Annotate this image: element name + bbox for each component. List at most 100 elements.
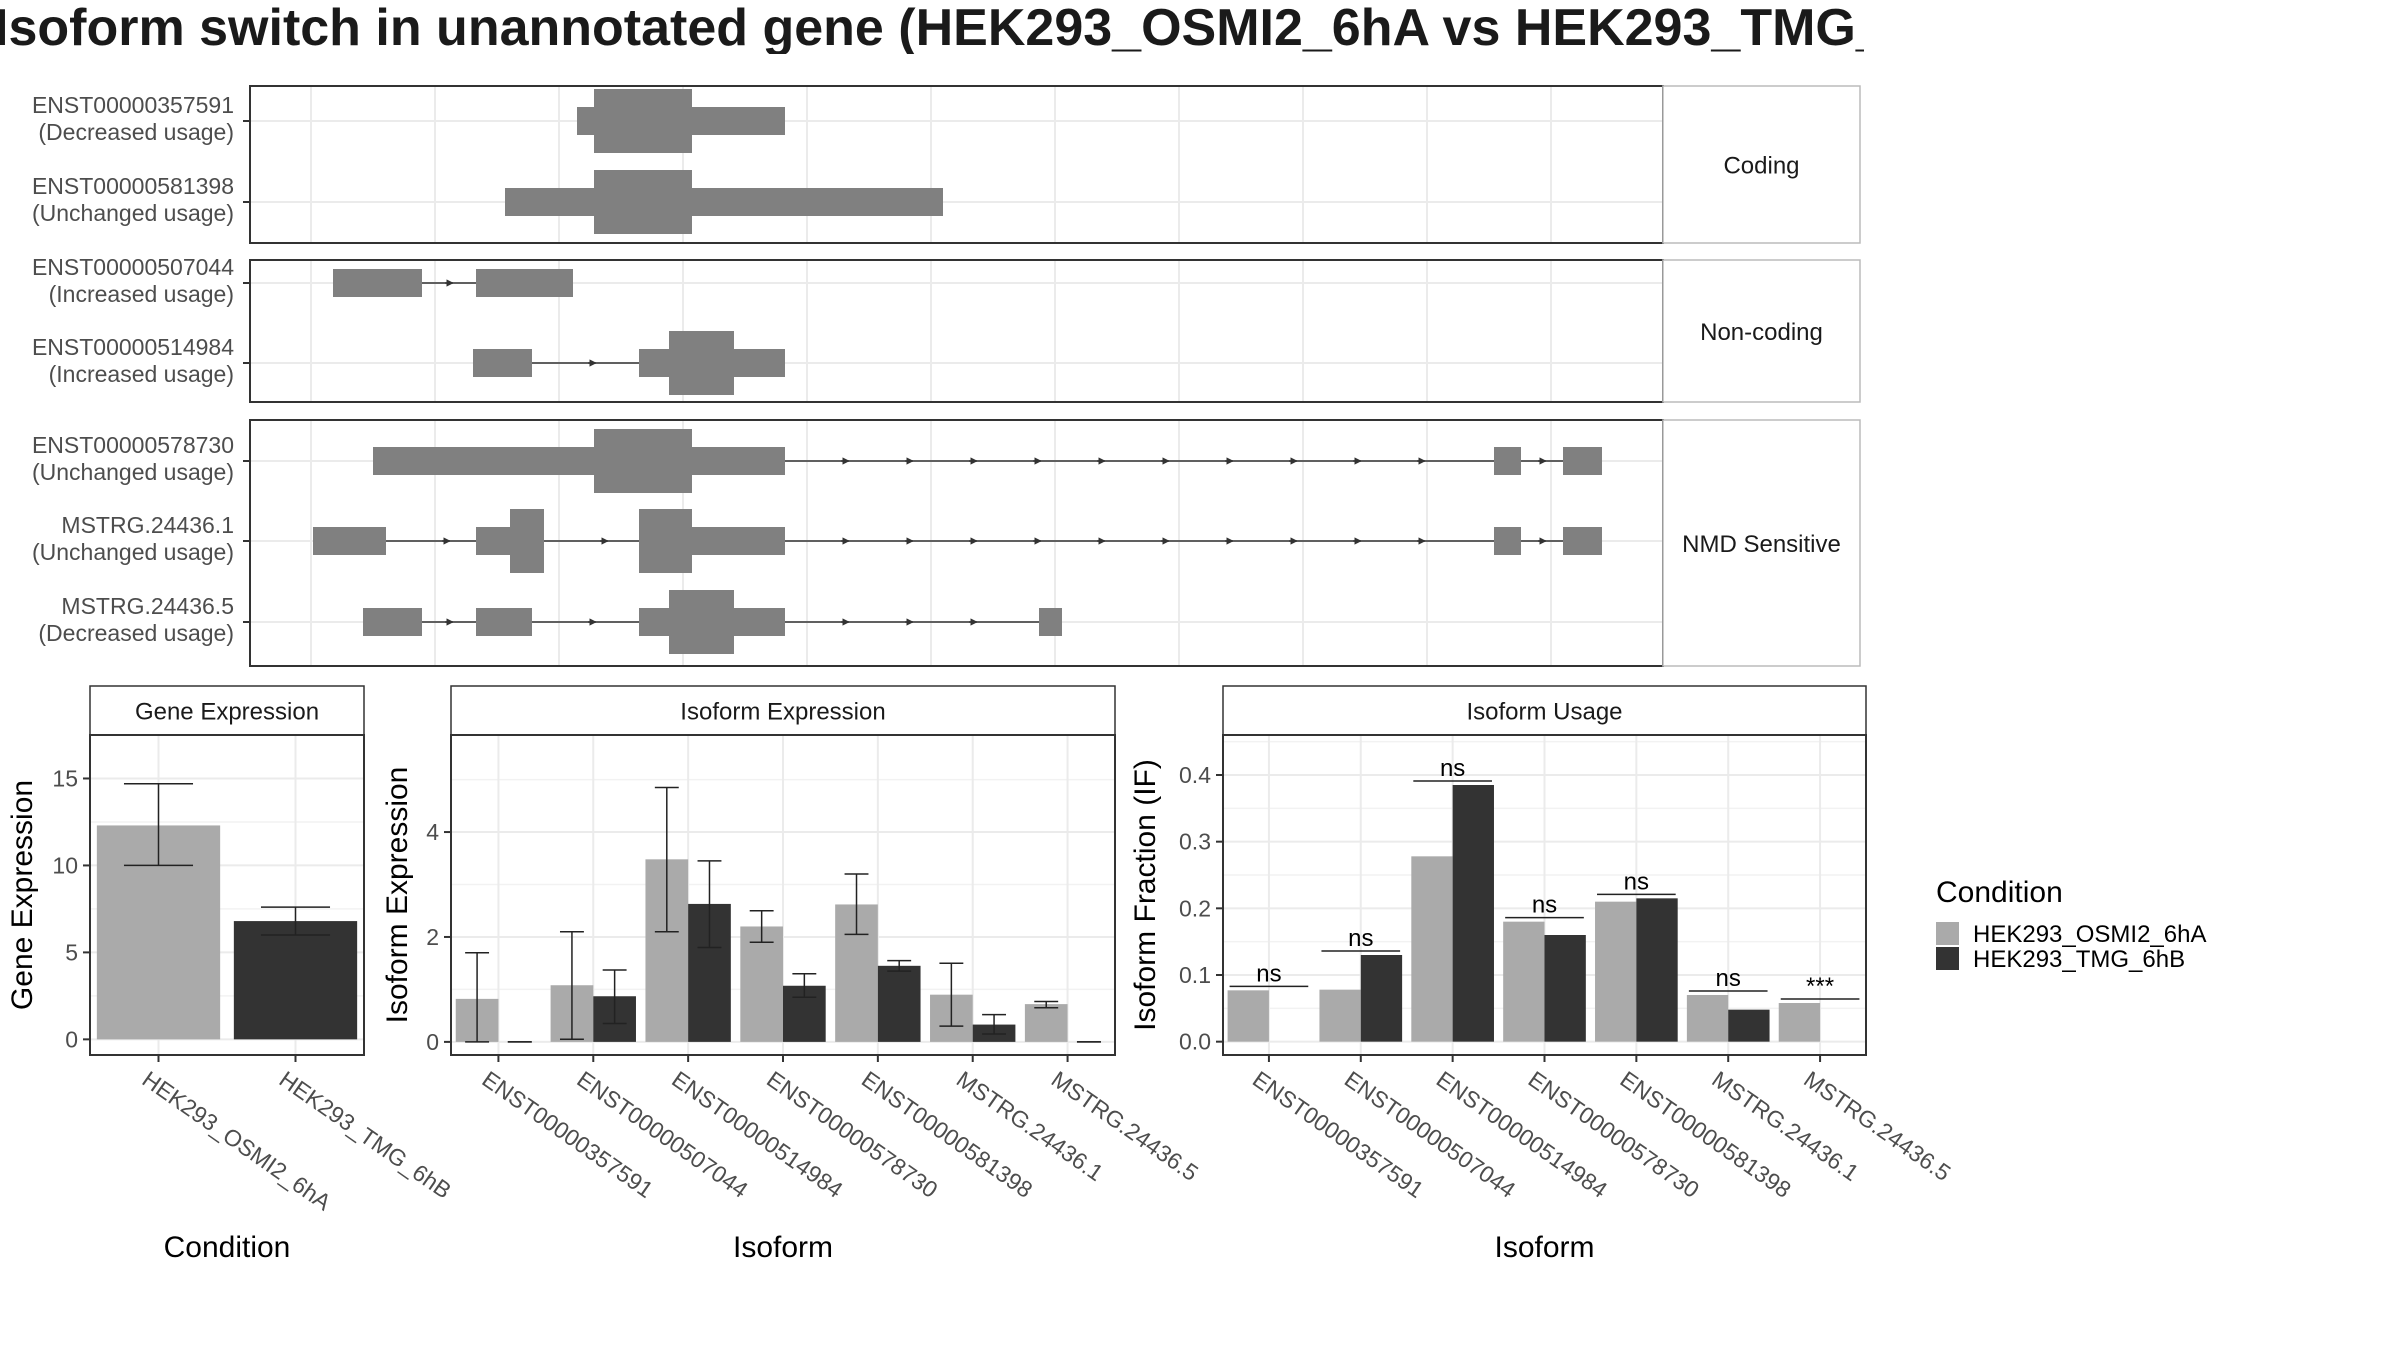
isoform-row-usage: (Increased usage) — [49, 361, 234, 387]
significance-label: ns — [1716, 965, 1741, 992]
utr-exon — [363, 608, 422, 636]
cds-exon — [669, 331, 734, 395]
utr-exon — [734, 608, 785, 636]
utr-exon — [476, 608, 532, 636]
structure-group-label: Coding — [1723, 153, 1799, 180]
bar — [1503, 921, 1545, 1042]
y-tick-label: 10 — [52, 852, 78, 878]
plot-border — [89, 734, 365, 1056]
isoform-row-usage: (Unchanged usage) — [32, 459, 234, 485]
bar — [1686, 995, 1729, 1042]
significance-label: *** — [1806, 973, 1834, 1000]
y-tick-label: 0.3 — [1179, 829, 1211, 855]
significance-label: ns — [1256, 960, 1281, 987]
x-tick-label: ENST00000514984 — [667, 1066, 848, 1203]
figure-title: Isoform switch in unannotated gene (HEK2… — [0, 2, 1864, 54]
y-tick-label: 2 — [426, 924, 439, 950]
utr-exon — [476, 527, 510, 555]
bar — [1595, 901, 1637, 1042]
significance-label: ns — [1624, 868, 1649, 895]
bar — [1452, 785, 1494, 1042]
y-tick-label: 0.2 — [1179, 895, 1211, 921]
structure-panel-bg — [250, 260, 1663, 402]
legend-item-label: HEK293_TMG_6hB — [1973, 946, 2185, 973]
structure-group-strip — [1662, 419, 1861, 667]
isoform-expression-panel: Isoform Expression024ENST00000357591ENST… — [381, 685, 1203, 1264]
panel-title: Isoform Usage — [1466, 699, 1622, 726]
bar — [233, 921, 358, 1040]
x-axis-title: Isoform — [1494, 1231, 1594, 1264]
structure-group-label: Non-coding — [1700, 319, 1823, 346]
x-tick-label: ENST00000514984 — [1432, 1066, 1613, 1203]
x-tick-label: ENST00000357591 — [478, 1066, 658, 1203]
y-tick-label: 0.4 — [1179, 762, 1211, 788]
isoform-row-id: MSTRG.24436.1 — [61, 512, 234, 538]
y-axis-title: Isoform Expression — [381, 767, 414, 1024]
bar — [1319, 989, 1361, 1042]
bar — [740, 926, 783, 1042]
isoform-usage-panel: Isoform Usage ns ns ns ns ns ns *** 0.0 0.1 0.2 0.3… — [1129, 685, 1955, 1264]
isoform-row-usage: (Increased usage) — [49, 281, 234, 307]
y-tick-label: 15 — [52, 765, 78, 791]
y-tick-label: 0 — [426, 1029, 439, 1055]
isoform-row-id: ENST00000507044 — [32, 254, 234, 280]
utr-exon — [1494, 527, 1521, 555]
utr-exon — [692, 527, 785, 555]
utr-exon — [692, 447, 785, 475]
y-tick-label: 4 — [426, 819, 439, 845]
y-tick-label: 0 — [65, 1026, 78, 1052]
isoform-row-id: ENST00000514984 — [32, 334, 234, 360]
bar — [1544, 935, 1586, 1042]
panel-title: Isoform Expression — [680, 699, 885, 726]
panel-strip — [450, 685, 1116, 736]
x-axis-title: Isoform — [733, 1231, 833, 1264]
legend-swatch — [1936, 922, 1959, 945]
utr-exon — [313, 527, 386, 555]
panel-title: Gene Expression — [135, 699, 319, 726]
cds-exon — [594, 89, 692, 153]
utr-exon — [473, 349, 532, 377]
x-tick-label: ENST00000578730 — [762, 1066, 942, 1203]
bar — [1227, 990, 1269, 1042]
x-tick-label: ENST00000581398 — [1615, 1066, 1795, 1203]
x-tick-label: ENST00000578730 — [1524, 1066, 1704, 1203]
y-tick-label: 0.0 — [1179, 1029, 1211, 1055]
utr-exon — [639, 608, 669, 636]
x-tick-label: ENST00000357591 — [1248, 1066, 1428, 1203]
cds-exon — [510, 509, 544, 573]
y-axis-title: Isoform Fraction (IF) — [1129, 759, 1162, 1031]
utr-exon — [639, 349, 669, 377]
cds-exon — [594, 170, 692, 234]
x-tick-label: ENST00000581398 — [857, 1066, 1037, 1203]
utr-exon — [734, 349, 785, 377]
significance-label: ns — [1348, 925, 1373, 952]
isoform-row-usage: (Decreased usage) — [38, 620, 234, 646]
bar — [877, 965, 921, 1042]
isoform-row-id: ENST00000357591 — [32, 92, 234, 118]
y-tick-label: 5 — [65, 939, 78, 965]
panel-strip — [89, 685, 365, 736]
isoform-row-id: MSTRG.24436.5 — [61, 593, 234, 619]
isoform-row-id: ENST00000581398 — [32, 173, 234, 199]
x-tick-label: ENST00000507044 — [572, 1066, 753, 1203]
isoform-row-usage: (Unchanged usage) — [32, 539, 234, 565]
cds-exon — [594, 429, 692, 493]
cds-exon — [639, 509, 692, 573]
bar — [1360, 955, 1403, 1042]
structure-group-label: NMD Sensitive — [1682, 531, 1841, 558]
bar — [1411, 856, 1453, 1042]
x-axis-title: Condition — [164, 1231, 291, 1264]
isoform-row-usage: (Decreased usage) — [38, 119, 234, 145]
utr-exon — [1563, 447, 1602, 475]
bar — [1778, 1003, 1821, 1042]
utr-exon — [1494, 447, 1521, 475]
bar — [1728, 1009, 1770, 1042]
legend-item-label: HEK293_OSMI2_6hA — [1973, 921, 2206, 948]
legend-title: Condition — [1936, 876, 2063, 909]
utr-exon — [577, 107, 594, 135]
cds-exon — [669, 590, 734, 654]
isoform-row-id: ENST00000578730 — [32, 432, 234, 458]
panel-strip — [1222, 685, 1867, 736]
